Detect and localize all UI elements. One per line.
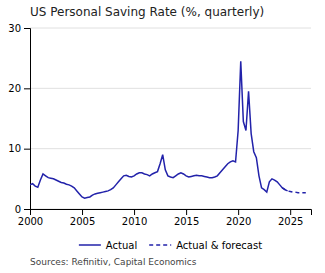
x-tick-label: 2020 xyxy=(226,216,251,227)
x-tick: 2000 xyxy=(18,209,43,227)
y-axis-line xyxy=(24,29,31,210)
x-tick-label: 2025 xyxy=(278,216,303,227)
y-tick-label: 20 xyxy=(8,83,21,94)
y-tick-mark xyxy=(24,209,30,210)
grid-line xyxy=(30,28,311,29)
x-tick-label: 2010 xyxy=(122,216,147,227)
x-tick-mark xyxy=(134,209,135,215)
x-tick-label: 2015 xyxy=(174,216,199,227)
x-tick: 2015 xyxy=(174,209,199,227)
y-tick-mark xyxy=(24,149,30,150)
y-tick: 0 xyxy=(15,204,30,215)
x-tick: 2025 xyxy=(278,209,303,227)
x-tick: 2020 xyxy=(226,209,251,227)
legend-label: Actual & forecast xyxy=(176,240,262,251)
x-tick-mark xyxy=(238,209,239,215)
y-tick-label: 0 xyxy=(15,204,21,215)
x-tick: 2005 xyxy=(70,209,95,227)
legend: Actual Actual & forecast xyxy=(79,240,262,251)
legend-item: Actual & forecast xyxy=(149,240,262,251)
x-tick-label: 2000 xyxy=(18,216,43,227)
y-tick-label: 30 xyxy=(8,23,21,34)
y-tick-mark xyxy=(24,28,30,29)
plot: 2000 2005 2010 2015 2020 2025 0 10 20 30 xyxy=(8,23,311,227)
series-line xyxy=(282,188,305,193)
y-tick: 30 xyxy=(8,23,30,34)
legend-label: Actual xyxy=(106,240,137,251)
chart: 2000 2005 2010 2015 2020 2025 0 10 20 30 US Person… xyxy=(0,0,325,273)
series-lines xyxy=(30,61,306,198)
y-tick-label: 10 xyxy=(8,143,21,154)
x-tick-mark xyxy=(290,209,291,215)
legend-item: Actual xyxy=(79,240,137,251)
y-tick: 20 xyxy=(8,83,30,94)
x-tick-label: 2005 xyxy=(70,216,95,227)
legend-swatch xyxy=(79,244,101,246)
x-axis: 2000 2005 2010 2015 2020 2025 xyxy=(18,209,312,227)
x-axis-line xyxy=(31,210,312,216)
grid-line xyxy=(30,148,311,149)
series-line xyxy=(30,61,288,198)
grid-line xyxy=(30,88,311,89)
grid xyxy=(30,28,311,209)
x-tick-mark xyxy=(186,209,187,215)
y-tick: 10 xyxy=(8,143,30,154)
x-tick-mark xyxy=(82,209,83,215)
y-axis: 0 10 20 30 xyxy=(8,23,30,215)
annotation: Sources: Refinitiv, Capital Economics xyxy=(30,257,197,267)
y-tick-mark xyxy=(24,88,30,89)
legend-swatch xyxy=(149,244,171,246)
x-tick: 2010 xyxy=(122,209,147,227)
title: US Personal Saving Rate (%, quarterly) xyxy=(30,5,264,19)
